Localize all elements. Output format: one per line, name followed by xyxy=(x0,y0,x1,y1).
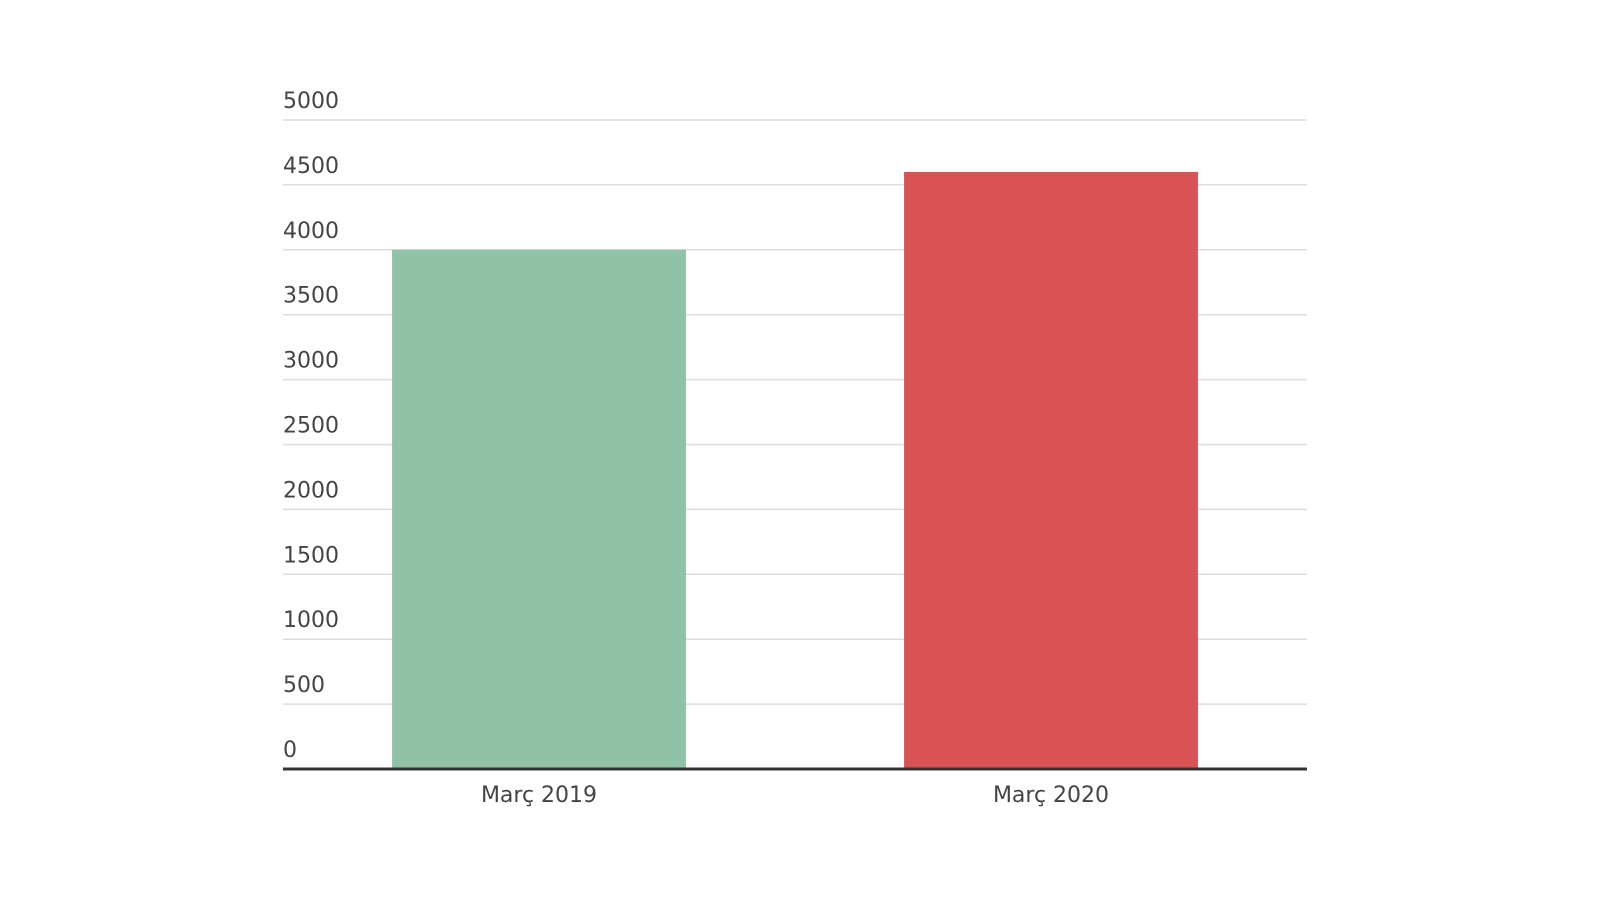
y-tick-label: 5000 xyxy=(283,89,339,114)
y-tick-label: 3000 xyxy=(283,349,339,374)
bar xyxy=(904,171,1198,770)
y-tick-label: 1500 xyxy=(283,543,339,568)
y-tick-label: 0 xyxy=(283,738,297,763)
y-tick-label: 2500 xyxy=(283,414,339,439)
x-tick-label: Març 2019 xyxy=(481,783,597,808)
y-tick-label: 4500 xyxy=(283,154,339,179)
y-tick-label: 2000 xyxy=(283,478,339,503)
y-tick-label: 4000 xyxy=(283,219,339,244)
y-tick-label: 1000 xyxy=(283,608,339,633)
x-tick-label: Març 2020 xyxy=(993,783,1109,808)
y-tick-label: 500 xyxy=(283,673,325,698)
bar xyxy=(392,249,686,770)
y-tick-label: 3500 xyxy=(283,284,339,309)
